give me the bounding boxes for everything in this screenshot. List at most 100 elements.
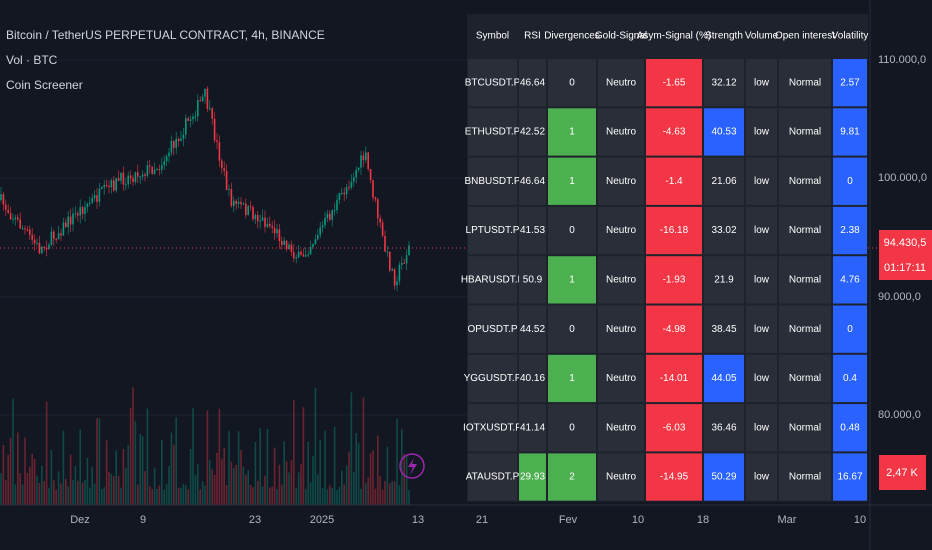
volume-bar [297, 472, 300, 505]
volume-bar [223, 448, 225, 505]
volume-bar [369, 453, 372, 505]
cell: low [754, 373, 770, 384]
candle-body [158, 168, 161, 170]
volume-bar [53, 480, 55, 505]
candle-body [62, 222, 65, 236]
volume-bar [189, 449, 192, 505]
volume-bar [31, 453, 33, 505]
candle-body [240, 201, 242, 205]
volume-bar [350, 392, 353, 505]
candle-body [9, 213, 12, 220]
volume-bar [221, 459, 223, 505]
candle-body [144, 174, 146, 176]
cell: ETHUSDT.P [465, 127, 521, 138]
candle-body [122, 172, 125, 185]
volume-bar [19, 473, 21, 505]
volume-bar [175, 417, 177, 505]
cell-bg [779, 59, 831, 107]
cell-bg [704, 108, 744, 156]
volume-bar [182, 483, 185, 505]
cell: Normal [789, 373, 821, 384]
candle-body [408, 245, 410, 256]
cell-bg [704, 453, 744, 501]
candle-body [93, 195, 96, 199]
cell: 1 [569, 274, 575, 285]
candle-body [360, 155, 362, 168]
volume-bar [2, 444, 5, 505]
cell: BTCUSDT.P [465, 77, 521, 88]
cell-bg [704, 157, 744, 205]
volume-bar [266, 428, 269, 505]
cell: 21.9 [714, 274, 734, 285]
candle-body [177, 138, 180, 142]
cell-bg [746, 305, 777, 353]
cell-bg [779, 157, 831, 205]
cell-bg [548, 206, 596, 255]
candle-body [302, 254, 305, 257]
cell: 1 [569, 373, 575, 384]
volume-bar [9, 437, 12, 505]
cell: 50.29 [711, 472, 736, 483]
candle-body [137, 172, 139, 177]
volume-bar [129, 407, 132, 505]
alert-icon[interactable] [399, 453, 425, 479]
volume-bar [331, 487, 333, 505]
cell-bg [468, 108, 517, 156]
candle-body [293, 251, 295, 259]
volume-bar [55, 489, 57, 505]
candle-body [163, 161, 165, 166]
volume-bar [372, 450, 374, 505]
cell-bg [833, 59, 867, 107]
candle-body [228, 189, 230, 191]
candle-body [336, 199, 338, 211]
candle-body [31, 234, 33, 240]
volume-bar [374, 488, 377, 505]
cell: HBARUSDT.P [461, 274, 525, 285]
volume-bar [151, 489, 153, 505]
candle-body [271, 226, 273, 228]
candle-body [345, 187, 348, 195]
bolt [408, 458, 417, 475]
column-header: Symbol [476, 31, 509, 42]
candle-body [146, 165, 149, 176]
volume-bar [336, 489, 338, 505]
candle-body [331, 210, 333, 220]
volume-bar [7, 454, 9, 505]
candle-body [96, 195, 98, 202]
cell-bg [548, 404, 596, 452]
candle-body [53, 231, 55, 239]
volume-bar [41, 465, 43, 505]
volume-bar [233, 468, 235, 505]
volume-bar [65, 478, 67, 505]
volume-bar [365, 483, 367, 505]
candle-body [201, 96, 204, 101]
column-header: Gold-Signal [595, 31, 647, 42]
volume-bar [84, 480, 86, 505]
candle-body [338, 193, 341, 200]
candle-body [312, 243, 314, 248]
candle-body [372, 180, 374, 198]
price-label: 90.000,0 [878, 291, 921, 303]
volume-bar [36, 475, 38, 505]
cell: 0 [569, 77, 575, 88]
cell-bg [833, 206, 867, 255]
cell-bg [548, 256, 596, 304]
candle-body [245, 203, 247, 216]
candle-body [223, 168, 225, 171]
cell-bg [548, 453, 596, 501]
cell-bg [746, 256, 777, 304]
candle-body [149, 165, 151, 167]
candle-body [41, 246, 43, 254]
volume-bar [273, 447, 276, 505]
cell-bg [519, 256, 546, 304]
cell-bg [598, 256, 644, 304]
cell-bg [598, 206, 644, 255]
volume-bar [26, 473, 29, 505]
candle-body [50, 231, 53, 245]
volume-bar [137, 484, 139, 505]
cell-bg [598, 354, 644, 403]
candle-body [365, 152, 367, 161]
cell-bg [548, 305, 596, 353]
candle-body [317, 234, 319, 240]
volume-bar [113, 476, 115, 505]
